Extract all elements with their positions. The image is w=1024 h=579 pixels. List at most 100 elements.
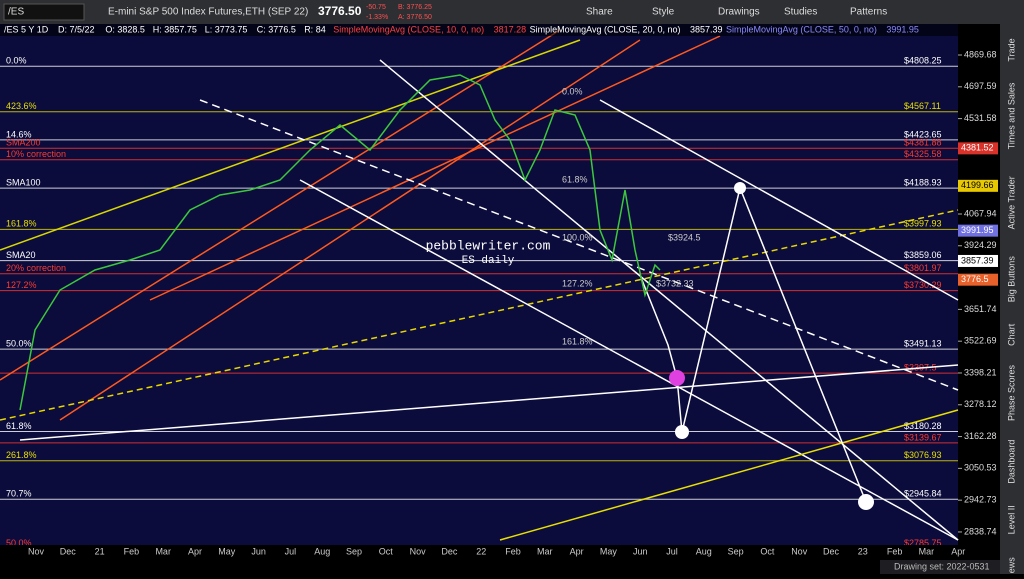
sidebar-tab[interactable]: Trade [1006, 38, 1016, 61]
level-price-label: $3076.93 [904, 450, 942, 460]
trend-line [499, 409, 959, 541]
time-tick-label: Feb [124, 546, 140, 556]
trend-line [0, 39, 581, 251]
status: Drawing set: 2022-0531 [894, 561, 990, 571]
time-tick-label: Feb [887, 546, 903, 556]
change-pct: -1.33% [366, 14, 388, 21]
price-tick-label: 4869.68 [964, 49, 997, 59]
symbol-box[interactable] [3, 3, 85, 21]
study-value: 3857.39 [690, 24, 723, 34]
watermark-sub: ES daily [462, 255, 515, 267]
level-left-label: 70.7% [6, 489, 32, 499]
trend-line [59, 39, 641, 421]
price-tick-label: 3278.12 [964, 399, 997, 409]
time-tick-label: Mar [537, 546, 553, 556]
sidebar-tab[interactable]: Times and Sales [1006, 82, 1016, 149]
time-tick-label: Apr [951, 546, 965, 556]
price-badge [958, 254, 998, 267]
toolbar-button[interactable]: Share [586, 7, 613, 18]
level-left-label: SMA100 [6, 177, 41, 187]
toolbar-button[interactable]: Drawings [718, 7, 760, 18]
change: -50.75 [366, 4, 386, 11]
ohlc-field: L: 3773.75 [205, 24, 248, 34]
study-value: 3991.95 [886, 24, 919, 34]
trend-line [299, 179, 959, 541]
study-value: 3817.28 [494, 24, 527, 34]
level-left-label: 61.8% [6, 421, 32, 431]
level-left-label: 127.2% [6, 280, 37, 290]
level-left-label: 20% correction [6, 263, 66, 273]
time-tick-label: Sep [728, 546, 744, 556]
time-tick-label: May [218, 546, 236, 556]
target-dot [675, 425, 689, 439]
sidebar-tab[interactable]: Chart [1006, 323, 1016, 346]
sidebar-tab[interactable]: Live News [1006, 557, 1016, 579]
time-tick-label: Aug [314, 546, 330, 556]
level-price-label: $4381.88 [904, 138, 942, 148]
time-tick-label: Jul [285, 546, 297, 556]
level-left-label: 0.0% [6, 56, 27, 66]
level-price-label: $4423.65 [904, 129, 942, 139]
time-tick-label: Mar [919, 546, 935, 556]
time-tick-label: Oct [760, 546, 775, 556]
price-badge [958, 142, 998, 155]
level-left-label: SMA20 [6, 250, 36, 260]
price-tick-label: 3050.53 [964, 463, 997, 473]
sidebar-tab[interactable]: Level II [1006, 505, 1016, 534]
level-price-label: $3997.93 [904, 219, 942, 229]
symbol: /ES [8, 7, 24, 18]
ohlc-field: H: 3857.75 [153, 24, 197, 34]
ohlc-field: R: 84 [304, 24, 326, 34]
sidebar-tab[interactable]: Big Buttons [1006, 256, 1016, 303]
level-price-label: $2945.84 [904, 489, 942, 499]
price-path [19, 74, 661, 411]
sidebar-tab[interactable]: Active Trader [1006, 176, 1016, 229]
time-tick-label: May [600, 546, 618, 556]
toolbar-button[interactable]: Studies [784, 7, 817, 18]
level-left-label: 423.6% [6, 101, 37, 111]
price-badge [958, 224, 998, 237]
time-tick-label: Apr [188, 546, 202, 556]
study-name: SimpleMovingAvg (CLOSE, 20, 0, no) [530, 24, 681, 34]
ohlc-field: C: 3776.5 [257, 24, 296, 34]
time-tick-label: Oct [379, 546, 394, 556]
trend-line [599, 99, 959, 301]
toolbar-button[interactable]: Style [652, 7, 675, 18]
time-axis [0, 545, 1000, 574]
time-tick-label: Dec [60, 546, 77, 556]
status-bar [880, 560, 1000, 574]
sidebar-tab[interactable]: Dashboard [1006, 440, 1016, 484]
price-badge [958, 273, 998, 286]
ask: A: 3776.50 [398, 14, 432, 21]
trend-line [19, 364, 959, 441]
price-tick-label: 2838.74 [964, 526, 997, 536]
price-badge [958, 179, 998, 192]
price-tick-label: 3651.74 [964, 304, 997, 314]
time-tick-label: Nov [791, 546, 808, 556]
toolbar-button[interactable]: Patterns [850, 7, 887, 18]
chart-area [0, 24, 958, 545]
study-name: SimpleMovingAvg (CLOSE, 10, 0, no) [333, 24, 484, 34]
level-left-label: 10% correction [6, 149, 66, 159]
target-dot [858, 494, 874, 510]
price-tick-label: 3522.69 [964, 336, 997, 346]
fib-label: 0.0% [562, 86, 583, 96]
price-badge-label: 3991.95 [961, 225, 994, 235]
sidebar [1000, 24, 1024, 574]
ohlc-field: O: 3828.5 [105, 24, 145, 34]
sidebar-tab[interactable]: Phase Scores [1006, 364, 1016, 421]
projection [639, 185, 867, 503]
trend-line [149, 35, 721, 301]
level-price-label: $3491.13 [904, 339, 942, 349]
fib-label: 161.8% [562, 336, 593, 346]
price-tick-label: 3398.21 [964, 367, 997, 377]
price-tick-label: 2942.73 [964, 495, 997, 505]
level-price-label: $3801.97 [904, 263, 942, 273]
study-name: SimpleMovingAvg (CLOSE, 50, 0, no) [726, 24, 877, 34]
trend-lines [0, 29, 959, 541]
level-price-label: $3180.28 [904, 421, 942, 431]
time-tick-label: Mar [155, 546, 171, 556]
level-price-label: $2785.75 [904, 538, 942, 548]
